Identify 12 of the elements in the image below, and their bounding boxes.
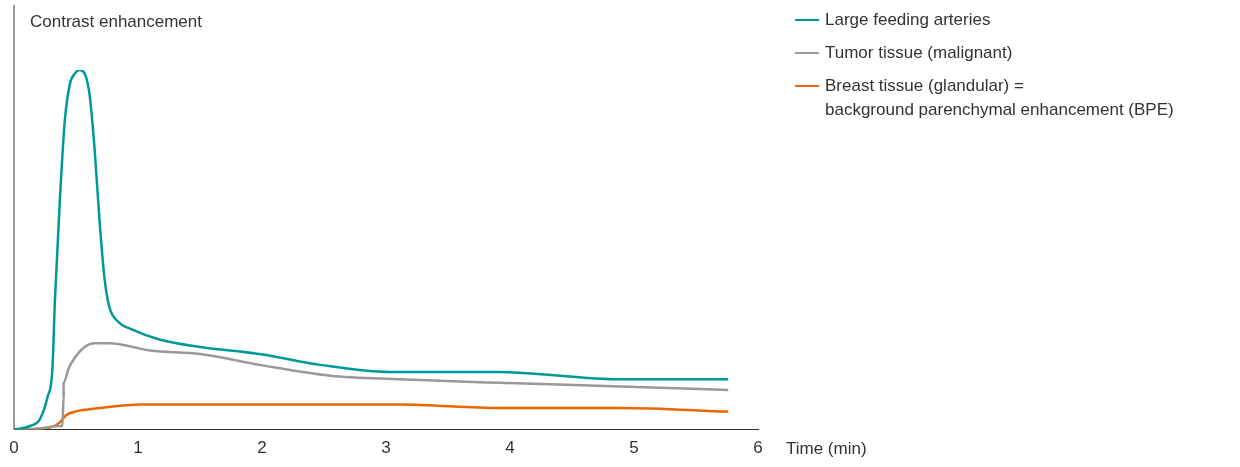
legend-label: Breast tissue (glandular) = background parenchymal enhancement (BPE) <box>825 75 1174 121</box>
x-tick-label: 0 <box>9 438 19 458</box>
x-tick-label: 6 <box>753 438 763 458</box>
x-tick-label: 3 <box>381 438 391 458</box>
x-tick-label: 5 <box>629 438 639 458</box>
x-axis-title: Time (min) <box>786 439 867 459</box>
x-tick-label: 4 <box>505 438 515 458</box>
x-tick-label: 2 <box>257 438 267 458</box>
legend-label: Large feeding arteries <box>825 9 991 31</box>
x-tick-label: 1 <box>133 438 143 458</box>
legend-label: Tumor tissue (malignant) <box>825 42 1013 64</box>
y-axis-title: Contrast enhancement <box>30 11 203 31</box>
